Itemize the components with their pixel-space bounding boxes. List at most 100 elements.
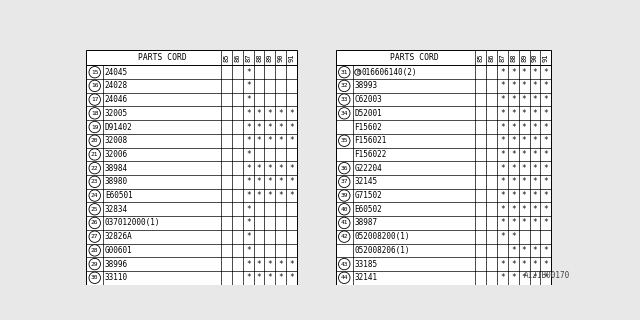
- Text: 15: 15: [91, 70, 99, 75]
- Text: *: *: [500, 232, 505, 241]
- Text: *: *: [543, 260, 548, 268]
- Text: *: *: [257, 136, 261, 145]
- Text: *: *: [543, 109, 548, 118]
- Text: *: *: [522, 136, 526, 145]
- Text: *: *: [522, 164, 526, 173]
- Text: 20: 20: [91, 138, 99, 143]
- Text: 44: 44: [340, 275, 348, 280]
- Text: *: *: [511, 219, 516, 228]
- Text: 32834: 32834: [105, 205, 128, 214]
- Text: *: *: [278, 191, 283, 200]
- Text: *: *: [511, 109, 516, 118]
- Text: *: *: [511, 81, 516, 91]
- Text: 91: 91: [543, 53, 548, 62]
- Text: *: *: [500, 150, 505, 159]
- Text: *: *: [543, 150, 548, 159]
- Text: 85: 85: [223, 53, 230, 62]
- Text: *: *: [511, 68, 516, 77]
- Text: *: *: [278, 177, 283, 186]
- Circle shape: [89, 135, 100, 147]
- Text: *: *: [500, 177, 505, 186]
- Text: *: *: [543, 136, 548, 145]
- Text: *: *: [511, 205, 516, 214]
- Text: 19: 19: [91, 124, 99, 130]
- Text: 89: 89: [267, 53, 273, 62]
- Circle shape: [339, 80, 350, 92]
- Text: *: *: [522, 109, 526, 118]
- Text: *: *: [511, 95, 516, 104]
- Text: 85: 85: [477, 53, 484, 62]
- Text: 052008200(1): 052008200(1): [355, 232, 410, 241]
- Text: *: *: [246, 109, 250, 118]
- Text: *: *: [543, 95, 548, 104]
- Circle shape: [339, 204, 350, 215]
- Text: *: *: [257, 273, 261, 282]
- Text: *: *: [257, 109, 261, 118]
- Text: *: *: [532, 219, 537, 228]
- Circle shape: [339, 135, 350, 147]
- Text: *: *: [289, 191, 294, 200]
- Text: *: *: [511, 164, 516, 173]
- Text: *: *: [289, 109, 294, 118]
- Text: 86: 86: [234, 53, 241, 62]
- Text: *: *: [543, 123, 548, 132]
- Text: *: *: [268, 191, 272, 200]
- Text: *: *: [543, 81, 548, 91]
- Circle shape: [339, 272, 350, 284]
- Text: *: *: [278, 260, 283, 268]
- Text: F156021: F156021: [355, 136, 387, 145]
- Text: *: *: [257, 123, 261, 132]
- Text: *: *: [500, 260, 505, 268]
- Text: *: *: [522, 260, 526, 268]
- Text: *: *: [500, 136, 505, 145]
- Text: *: *: [522, 205, 526, 214]
- Circle shape: [355, 69, 361, 75]
- Text: 38984: 38984: [105, 164, 128, 173]
- Text: *: *: [268, 136, 272, 145]
- Text: B: B: [356, 70, 360, 75]
- Circle shape: [339, 94, 350, 105]
- Circle shape: [339, 190, 350, 201]
- Text: *: *: [246, 150, 250, 159]
- Text: *: *: [289, 123, 294, 132]
- Text: D91402: D91402: [105, 123, 132, 132]
- Text: *: *: [246, 164, 250, 173]
- Text: *: *: [246, 260, 250, 268]
- Text: *: *: [543, 177, 548, 186]
- Text: *: *: [511, 260, 516, 268]
- Text: *: *: [511, 136, 516, 145]
- Text: 32005: 32005: [105, 109, 128, 118]
- Text: *: *: [257, 177, 261, 186]
- Text: *: *: [543, 205, 548, 214]
- Text: 43: 43: [340, 261, 348, 267]
- Text: 40: 40: [340, 207, 348, 212]
- Text: *: *: [289, 260, 294, 268]
- Circle shape: [339, 176, 350, 188]
- Text: *: *: [268, 164, 272, 173]
- Text: *: *: [246, 123, 250, 132]
- Text: *: *: [289, 136, 294, 145]
- Text: 35: 35: [340, 138, 348, 143]
- Text: 32006: 32006: [105, 150, 128, 159]
- Text: 29: 29: [91, 261, 99, 267]
- Text: *: *: [532, 177, 537, 186]
- Text: *: *: [246, 191, 250, 200]
- Text: *: *: [500, 81, 505, 91]
- Text: F15602: F15602: [355, 123, 382, 132]
- Text: *: *: [278, 123, 283, 132]
- Text: *: *: [532, 81, 537, 91]
- Bar: [86, 50, 297, 285]
- Text: 37: 37: [340, 179, 348, 184]
- Text: 30: 30: [91, 275, 99, 280]
- Circle shape: [89, 272, 100, 284]
- Text: *: *: [522, 273, 526, 282]
- Text: *: *: [532, 109, 537, 118]
- Text: *: *: [522, 219, 526, 228]
- Text: 39: 39: [340, 193, 348, 198]
- Text: *: *: [268, 109, 272, 118]
- Text: *: *: [522, 177, 526, 186]
- Text: 38993: 38993: [355, 81, 378, 91]
- Circle shape: [339, 258, 350, 270]
- Text: 24: 24: [91, 193, 99, 198]
- Text: 90: 90: [532, 53, 538, 62]
